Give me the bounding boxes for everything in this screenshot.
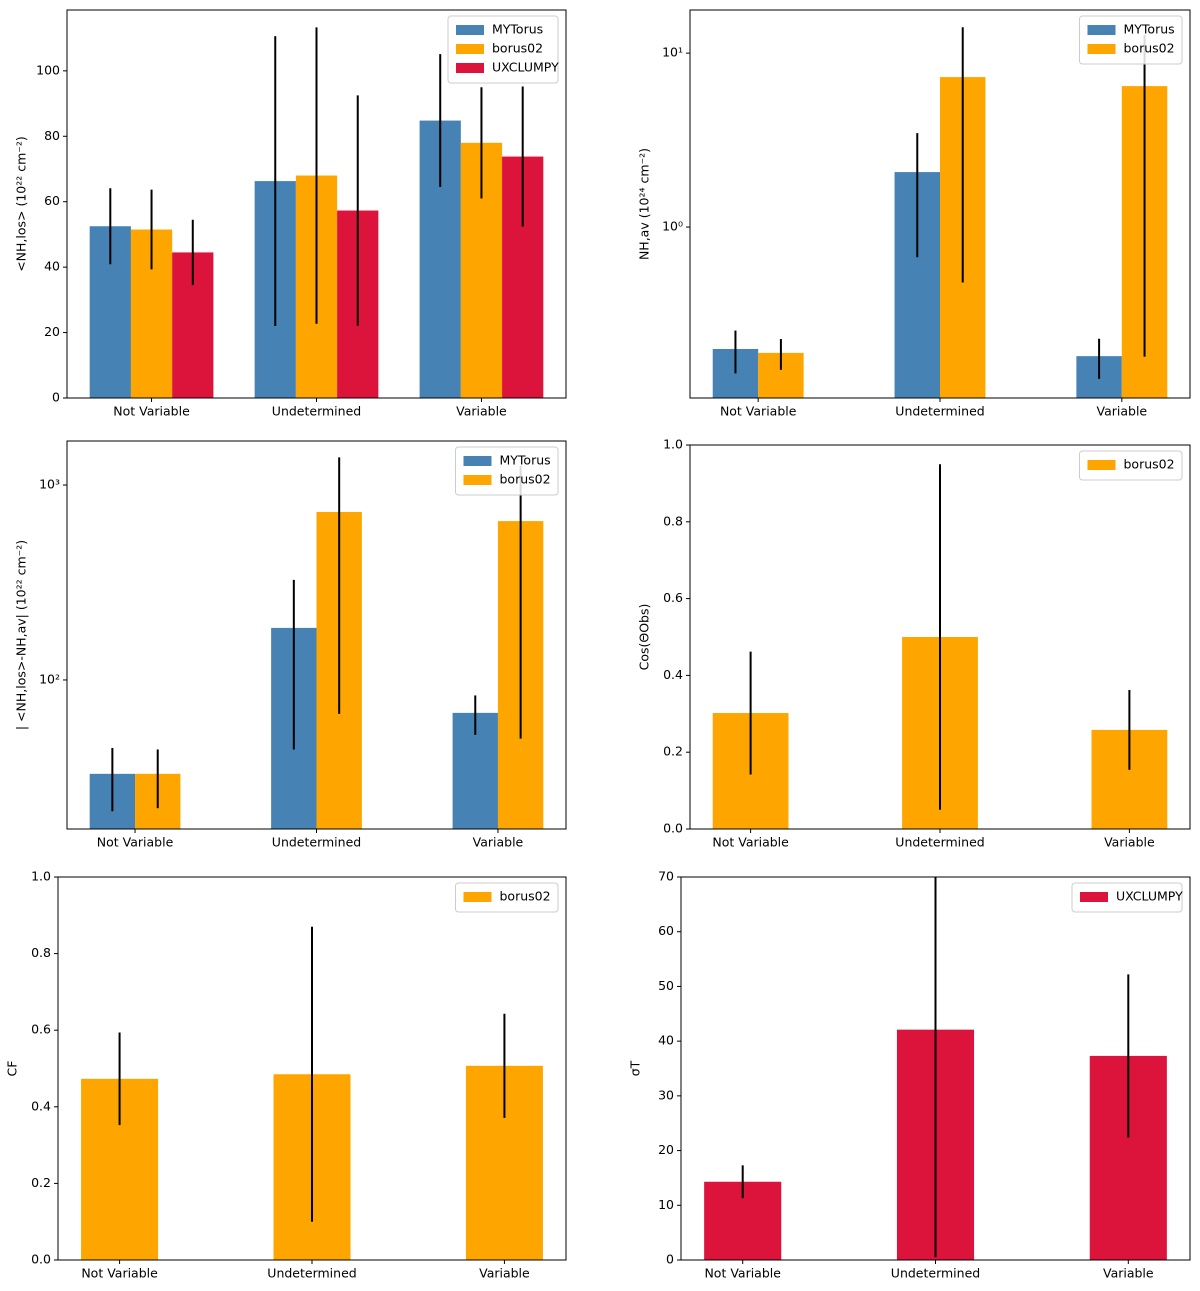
plot-area [89, 27, 544, 398]
y-tick-label: 0.0 [663, 821, 683, 836]
subplot: 0.0 0.2 0.4 0.6 0.8 1.0 Not Variable Undetermin… [5, 869, 567, 1281]
y-axis-label: Cos(ΘObs) [637, 604, 652, 671]
legend: MYTorus borus02 [455, 446, 559, 496]
legend-swatch [1087, 44, 1116, 54]
plot-area [81, 926, 543, 1260]
y-axis-label: CF [5, 1061, 20, 1077]
y-tick-label: 70 [658, 869, 674, 884]
y-tick-label: 10 [658, 1197, 674, 1212]
legend-swatch [456, 25, 484, 35]
y-tick-label: 10³ [39, 477, 60, 492]
legend-box [455, 882, 559, 913]
x-tick-label: Not Variable [113, 404, 190, 419]
x-tick-label: Variable [473, 835, 524, 850]
y-axis-label: | <NH,los>-NH,av| (10²² cm⁻²) [14, 540, 29, 730]
subplot: 0 10 20 30 40 50 60 70 Not Variable Undetermined V… [628, 869, 1191, 1281]
plot-area [89, 457, 544, 829]
y-tick-label: 100 [36, 62, 60, 77]
y-tick-label: 0 [52, 390, 60, 405]
x-tick-label: Variable [479, 1266, 530, 1281]
legend-label: MYTorus [500, 453, 551, 468]
legend-label: UXCLUMPY [1116, 889, 1183, 904]
x-tick-label: Variable [1103, 1266, 1154, 1281]
legend-label: MYTorus [1124, 22, 1175, 37]
y-tick-label: 10¹ [662, 45, 683, 60]
y-axis-label: NH,av (10²⁴ cm⁻²) [637, 148, 652, 260]
y-tick-label: 40 [658, 1033, 674, 1048]
legend: UXCLUMPY [1071, 882, 1183, 913]
legend-label: borus02 [1124, 41, 1175, 56]
legend-swatch [456, 44, 484, 54]
x-tick-label: Not Variable [97, 835, 174, 850]
x-tick-label: Undetermined [267, 1266, 356, 1281]
y-tick-label: 0.4 [31, 1098, 51, 1113]
legend-swatch [1080, 892, 1108, 902]
x-tick-label: Not Variable [712, 835, 789, 850]
legend-swatch [463, 892, 492, 902]
legend-label: MYTorus [492, 22, 543, 37]
y-tick-label: 1.0 [31, 869, 51, 884]
legend-swatch [463, 475, 492, 485]
legend-label: borus02 [500, 472, 551, 487]
y-tick-label: 0.6 [31, 1022, 51, 1037]
legend-swatch [463, 456, 492, 466]
plot-area [712, 27, 1168, 398]
legend-swatch [1087, 460, 1116, 470]
x-tick-label: Undetermined [272, 404, 361, 419]
y-tick-label: 10² [39, 671, 60, 686]
legend-label: borus02 [492, 41, 543, 56]
plot-area [704, 877, 1167, 1260]
y-tick-label: 0.8 [31, 945, 51, 960]
y-tick-label: 0.0 [31, 1252, 51, 1267]
y-tick-label: 10⁰ [662, 219, 683, 234]
y-tick-label: 0.6 [663, 590, 683, 605]
subplot: 10⁰ 10¹ Not Variable Undetermined Variable NH… [637, 9, 1191, 419]
y-tick-label: 40 [44, 259, 60, 274]
y-axis-label: <NH,los> (10²² cm⁻²) [14, 136, 29, 272]
x-tick-label: Variable [456, 404, 507, 419]
x-tick-label: Variable [1097, 404, 1148, 419]
x-tick-label: Undetermined [272, 835, 361, 850]
legend: borus02 [455, 882, 559, 913]
legend-box [1071, 882, 1183, 913]
subplot: 0.0 0.2 0.4 0.6 0.8 1.0 Not Variable Undetermin… [637, 437, 1191, 850]
x-tick-label: Undetermined [895, 404, 984, 419]
x-tick-label: Not Variable [704, 1266, 781, 1281]
legend-label: UXCLUMPY [492, 60, 559, 75]
y-tick-label: 60 [658, 923, 674, 938]
x-tick-label: Variable [1104, 835, 1155, 850]
x-tick-label: Not Variable [720, 404, 797, 419]
y-tick-label: 0.4 [663, 667, 683, 682]
x-tick-label: Undetermined [891, 1266, 980, 1281]
y-tick-label: 20 [44, 324, 60, 339]
y-tick-label: 0.8 [663, 513, 683, 528]
y-tick-label: 0 [666, 1252, 674, 1267]
legend: MYTorus borus02 UXCLUMPY [447, 15, 559, 84]
x-tick-label: Undetermined [895, 835, 984, 850]
plot-area [712, 464, 1168, 829]
y-tick-label: 0.2 [31, 1175, 51, 1190]
subplot: 0 20 40 60 80 100 Not Variable Undetermined Vari… [14, 9, 567, 419]
y-tick-label: 30 [658, 1087, 674, 1102]
y-tick-label: 80 [44, 128, 60, 143]
y-tick-label: 20 [658, 1142, 674, 1157]
y-axis-label: σT [628, 1060, 643, 1076]
legend: borus02 [1079, 450, 1183, 481]
legend-label: borus02 [500, 889, 551, 904]
legend-label: borus02 [1124, 457, 1175, 472]
legend-swatch [1087, 25, 1116, 35]
legend-swatch [456, 63, 484, 73]
y-tick-label: 0.2 [663, 744, 683, 759]
y-tick-label: 50 [658, 978, 674, 993]
x-tick-label: Not Variable [81, 1266, 158, 1281]
legend: MYTorus borus02 [1079, 15, 1183, 65]
legend-box [1079, 450, 1183, 481]
subplot: 10² 10³ Not Variable Undetermined Variable | … [14, 440, 567, 850]
y-tick-label: 1.0 [663, 437, 683, 452]
y-tick-label: 60 [44, 193, 60, 208]
